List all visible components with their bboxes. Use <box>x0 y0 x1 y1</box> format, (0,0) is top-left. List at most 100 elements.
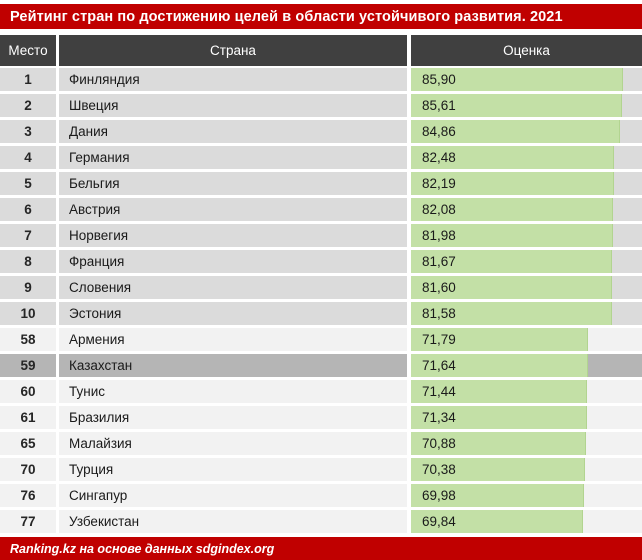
score-bar <box>411 432 586 455</box>
rank-cell: 9 <box>0 276 56 299</box>
score-bar <box>411 380 588 403</box>
table-row: 76 Сингапур 69,98 <box>0 484 642 507</box>
score-cell: 84,86 <box>411 120 642 143</box>
page-title: Рейтинг стран по достижению целей в обла… <box>10 8 563 25</box>
score-bar <box>411 224 614 247</box>
score-bar <box>411 302 613 325</box>
score-value: 70,38 <box>422 462 456 477</box>
header-score: Оценка <box>411 35 642 66</box>
rank-cell: 77 <box>0 510 56 533</box>
score-value: 70,88 <box>422 436 456 451</box>
table-row: 2 Швеция 85,61 <box>0 94 642 117</box>
country-cell: Франция <box>59 250 407 273</box>
rank-cell: 6 <box>0 198 56 221</box>
table-row: 60 Тунис 71,44 <box>0 380 642 403</box>
title-bar: Рейтинг стран по достижению целей в обла… <box>0 4 642 29</box>
table-row: 4 Германия 82,48 <box>0 146 642 169</box>
country-cell: Германия <box>59 146 407 169</box>
country-cell: Бразилия <box>59 406 407 429</box>
score-cell: 71,34 <box>411 406 642 429</box>
country-cell: Тунис <box>59 380 407 403</box>
score-value: 81,58 <box>422 306 456 321</box>
footer-bar: Ranking.kz на основе данных sdgindex.org <box>0 537 642 560</box>
score-value: 82,19 <box>422 176 456 191</box>
country-cell: Дания <box>59 120 407 143</box>
rank-cell: 65 <box>0 432 56 455</box>
rank-cell: 59 <box>0 354 56 377</box>
rank-cell: 58 <box>0 328 56 351</box>
table-row: 8 Франция 81,67 <box>0 250 642 273</box>
score-value: 69,98 <box>422 488 456 503</box>
score-value: 82,08 <box>422 202 456 217</box>
score-bar <box>411 172 614 195</box>
score-bar <box>411 484 584 507</box>
country-cell: Малайзия <box>59 432 407 455</box>
score-cell: 71,64 <box>411 354 642 377</box>
score-value: 71,64 <box>422 358 456 373</box>
header-rank: Место <box>0 35 56 66</box>
score-bar <box>411 458 585 481</box>
rank-cell: 76 <box>0 484 56 507</box>
country-cell: Сингапур <box>59 484 407 507</box>
country-cell: Бельгия <box>59 172 407 195</box>
rank-cell: 10 <box>0 302 56 325</box>
rank-cell: 1 <box>0 68 56 91</box>
score-bar <box>411 198 614 221</box>
score-value: 71,34 <box>422 410 456 425</box>
score-bar <box>411 250 613 273</box>
score-value: 84,86 <box>422 124 456 139</box>
score-value: 81,60 <box>422 280 456 295</box>
score-cell: 71,44 <box>411 380 642 403</box>
country-cell: Эстония <box>59 302 407 325</box>
score-cell: 69,84 <box>411 510 642 533</box>
country-cell: Узбекистан <box>59 510 407 533</box>
rank-cell: 7 <box>0 224 56 247</box>
table-row: 5 Бельгия 82,19 <box>0 172 642 195</box>
table-row: 7 Норвегия 81,98 <box>0 224 642 247</box>
table-row: 77 Узбекистан 69,84 <box>0 510 642 533</box>
score-cell: 81,98 <box>411 224 642 247</box>
score-cell: 81,58 <box>411 302 642 325</box>
table-row: 59 Казахстан 71,64 <box>0 354 642 377</box>
table-row: 70 Турция 70,38 <box>0 458 642 481</box>
score-bar <box>411 354 588 377</box>
table-row: 10 Эстония 81,58 <box>0 302 642 325</box>
score-cell: 81,67 <box>411 250 642 273</box>
rank-cell: 3 <box>0 120 56 143</box>
score-value: 71,79 <box>422 332 456 347</box>
table-row: 58 Армения 71,79 <box>0 328 642 351</box>
score-value: 82,48 <box>422 150 456 165</box>
score-cell: 81,60 <box>411 276 642 299</box>
score-bar <box>411 68 623 91</box>
table-row: 1 Финляндия 85,90 <box>0 68 642 91</box>
score-bar <box>411 120 621 143</box>
table-row: 9 Словения 81,60 <box>0 276 642 299</box>
score-bar <box>411 146 615 169</box>
country-cell: Финляндия <box>59 68 407 91</box>
table-row: 3 Дания 84,86 <box>0 120 642 143</box>
score-cell: 70,38 <box>411 458 642 481</box>
country-cell: Словения <box>59 276 407 299</box>
score-bar <box>411 328 589 351</box>
country-cell: Норвегия <box>59 224 407 247</box>
country-cell: Армения <box>59 328 407 351</box>
score-cell: 69,98 <box>411 484 642 507</box>
table-header-row: Место Страна Оценка <box>0 35 642 66</box>
score-value: 71,44 <box>422 384 456 399</box>
country-cell: Турция <box>59 458 407 481</box>
rank-cell: 8 <box>0 250 56 273</box>
score-value: 69,84 <box>422 514 456 529</box>
score-bar <box>411 94 622 117</box>
score-cell: 82,48 <box>411 146 642 169</box>
table-row: 61 Бразилия 71,34 <box>0 406 642 429</box>
table-row: 6 Австрия 82,08 <box>0 198 642 221</box>
score-bar <box>411 510 584 533</box>
score-cell: 82,19 <box>411 172 642 195</box>
score-cell: 70,88 <box>411 432 642 455</box>
score-cell: 85,61 <box>411 94 642 117</box>
score-cell: 85,90 <box>411 68 642 91</box>
score-bar <box>411 276 613 299</box>
score-cell: 82,08 <box>411 198 642 221</box>
header-country: Страна <box>59 35 407 66</box>
